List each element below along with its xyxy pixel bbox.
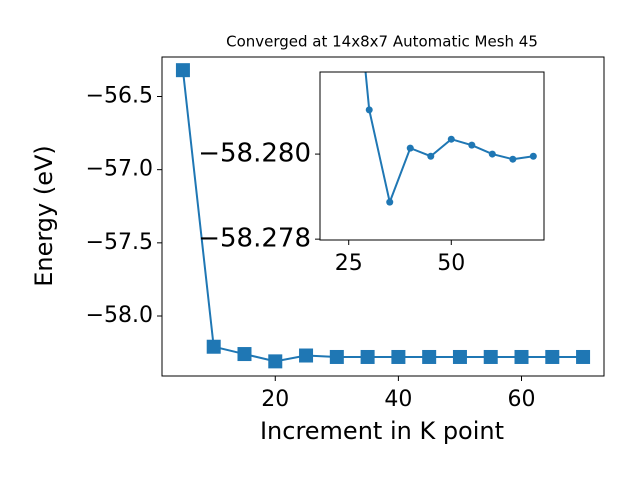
marker bbox=[483, 349, 498, 364]
y-tick-label: −58.278 bbox=[198, 224, 311, 254]
marker bbox=[329, 349, 344, 364]
chart-title: Converged at 14x8x7 Automatic Mesh 45 bbox=[226, 33, 538, 51]
marker bbox=[175, 63, 190, 78]
marker bbox=[545, 349, 560, 364]
marker bbox=[391, 349, 406, 364]
marker bbox=[452, 349, 467, 364]
axes: 25 50 −58.280 −58.278 bbox=[198, 71, 545, 276]
series bbox=[175, 63, 591, 369]
marker bbox=[268, 354, 283, 369]
marker bbox=[468, 141, 476, 149]
x-tick-label: 20 bbox=[261, 387, 289, 412]
y-tick-label: −57.5 bbox=[86, 230, 153, 255]
marker bbox=[427, 152, 435, 160]
axes-frame bbox=[161, 56, 605, 377]
y-axis-label: Energy (eV) bbox=[30, 145, 58, 287]
x-tick-label: 60 bbox=[508, 387, 536, 412]
x-tick-label: 50 bbox=[437, 251, 465, 276]
marker bbox=[406, 144, 414, 152]
marker bbox=[237, 347, 252, 362]
marker bbox=[509, 155, 517, 163]
marker bbox=[386, 198, 394, 206]
marker bbox=[365, 106, 373, 114]
marker bbox=[576, 349, 591, 364]
axes: 20 40 60 −56.5 −57.0 −57.5 −58.0 bbox=[86, 56, 605, 412]
marker bbox=[206, 339, 221, 354]
marker bbox=[299, 348, 314, 363]
series bbox=[364, 72, 537, 206]
marker bbox=[514, 349, 529, 364]
x-tick-label: 25 bbox=[335, 251, 363, 276]
marker bbox=[529, 152, 537, 160]
y-tick-label: −58.0 bbox=[86, 303, 153, 328]
marker bbox=[360, 349, 375, 364]
x-tick-label: 40 bbox=[384, 387, 412, 412]
axes-frame bbox=[319, 71, 545, 241]
x-axis-label: Increment in K point bbox=[260, 417, 504, 445]
marker bbox=[447, 135, 455, 143]
y-tick-label: −56.5 bbox=[86, 84, 153, 109]
line bbox=[364, 72, 534, 206]
y-tick-label: −57.0 bbox=[86, 157, 153, 182]
y-tick-label: −58.280 bbox=[198, 139, 311, 169]
marker bbox=[488, 150, 496, 158]
marker bbox=[422, 349, 437, 364]
